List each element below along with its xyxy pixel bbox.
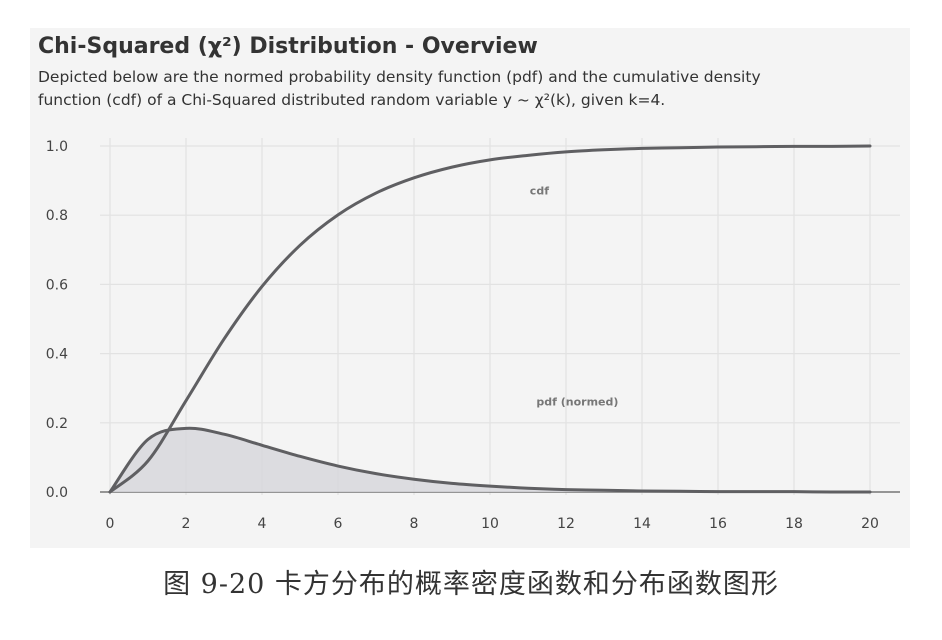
cdf-label: cdf: [530, 184, 549, 197]
pdf-normed-area: [110, 428, 870, 493]
chart-title: Chi-Squared (χ²) Distribution - Overview: [38, 34, 538, 59]
pdf-normed-line: [108, 426, 872, 494]
y-tick-label: 0.6: [46, 277, 68, 293]
chart-subtitle-line-1: Depicted below are the normed probabilit…: [38, 68, 761, 86]
x-tick-label: 16: [709, 516, 727, 532]
x-tick-label: 2: [182, 516, 191, 532]
chart-subtitle-line-2: function (cdf) of a Chi-Squared distribu…: [38, 91, 666, 109]
x-tick-label: 6: [334, 516, 343, 532]
figure-caption: 图 9-20 卡方分布的概率密度函数和分布函数图形: [163, 569, 779, 600]
chart-figure: Chi-Squared (χ²) Distribution - Overview…: [30, 28, 910, 548]
y-tick-label: 0.4: [46, 347, 68, 363]
x-tick-label: 4: [258, 516, 267, 532]
x-tick-label: 20: [861, 516, 879, 532]
pdf-normed-label: pdf (normed): [536, 396, 618, 409]
y-tick-label: 0.8: [46, 208, 68, 224]
y-tick-label: 0.2: [46, 416, 68, 432]
x-tick-label: 8: [410, 516, 419, 532]
x-tick-label: 18: [785, 516, 803, 532]
x-tick-label: 12: [557, 516, 575, 532]
x-tick-label: 14: [633, 516, 651, 532]
x-tick-label: 10: [481, 516, 499, 532]
y-tick-label: 0.0: [46, 485, 68, 501]
y-tick-label: 1.0: [46, 139, 68, 155]
cdf-line: [108, 144, 872, 494]
plot-area: 0 2 4 6 8 10 12 14 16 18 20 0.0 0.2 0.4 0.6 0.8 1.0 cdf pd…: [46, 133, 900, 532]
x-tick-label: 0: [106, 516, 115, 532]
